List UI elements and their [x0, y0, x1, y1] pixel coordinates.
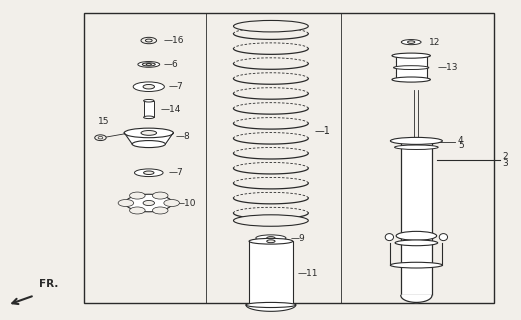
Ellipse shape — [144, 100, 154, 102]
Ellipse shape — [233, 215, 308, 226]
Text: —10: —10 — [176, 198, 196, 207]
Ellipse shape — [138, 61, 160, 67]
Ellipse shape — [392, 77, 430, 82]
Ellipse shape — [385, 234, 393, 241]
Ellipse shape — [153, 192, 168, 199]
Bar — [144, 101, 154, 117]
Ellipse shape — [142, 63, 155, 66]
Ellipse shape — [145, 39, 152, 42]
Ellipse shape — [95, 135, 106, 140]
Ellipse shape — [401, 40, 421, 45]
Ellipse shape — [396, 231, 437, 240]
Ellipse shape — [141, 131, 157, 135]
Ellipse shape — [392, 53, 430, 58]
Ellipse shape — [394, 145, 438, 149]
Bar — [249, 241, 293, 305]
Ellipse shape — [249, 238, 293, 244]
Text: 5: 5 — [458, 141, 464, 150]
Ellipse shape — [246, 302, 296, 308]
Text: 3: 3 — [502, 159, 508, 168]
Text: —14: —14 — [160, 105, 181, 114]
Ellipse shape — [133, 82, 164, 92]
Ellipse shape — [393, 66, 429, 69]
Text: —11: —11 — [298, 268, 318, 278]
Text: —7: —7 — [168, 168, 183, 177]
Polygon shape — [246, 305, 296, 311]
Text: —8: —8 — [176, 132, 191, 140]
Ellipse shape — [98, 136, 103, 139]
Text: —9: —9 — [291, 234, 305, 243]
Ellipse shape — [390, 262, 442, 268]
Ellipse shape — [144, 116, 154, 119]
Ellipse shape — [401, 139, 432, 143]
Ellipse shape — [134, 169, 163, 177]
Ellipse shape — [141, 37, 157, 44]
Ellipse shape — [395, 240, 438, 246]
Text: —6: —6 — [163, 60, 178, 69]
Ellipse shape — [118, 199, 134, 206]
Text: —13: —13 — [437, 63, 457, 72]
Ellipse shape — [144, 171, 154, 174]
Ellipse shape — [407, 41, 415, 44]
Ellipse shape — [256, 235, 286, 241]
Ellipse shape — [146, 63, 152, 65]
Ellipse shape — [233, 20, 308, 32]
Bar — [84, 13, 494, 303]
Ellipse shape — [143, 84, 155, 89]
Text: —16: —16 — [163, 36, 184, 45]
Ellipse shape — [143, 200, 155, 205]
Text: 15: 15 — [98, 117, 109, 126]
Ellipse shape — [126, 194, 172, 212]
Ellipse shape — [439, 234, 448, 241]
Ellipse shape — [267, 236, 275, 239]
Text: —7: —7 — [168, 82, 183, 91]
Polygon shape — [401, 295, 432, 302]
Text: 12: 12 — [429, 38, 441, 47]
Bar — [401, 141, 432, 295]
Text: 2: 2 — [502, 152, 508, 161]
Ellipse shape — [153, 207, 168, 214]
Bar — [395, 56, 427, 80]
Text: FR.: FR. — [39, 279, 58, 289]
Text: 4: 4 — [458, 136, 464, 145]
Ellipse shape — [164, 199, 179, 206]
Ellipse shape — [130, 207, 145, 214]
Ellipse shape — [390, 137, 442, 144]
Ellipse shape — [132, 140, 165, 148]
Ellipse shape — [124, 128, 173, 138]
Ellipse shape — [267, 240, 275, 243]
Ellipse shape — [130, 192, 145, 199]
Text: —1: —1 — [315, 126, 330, 136]
